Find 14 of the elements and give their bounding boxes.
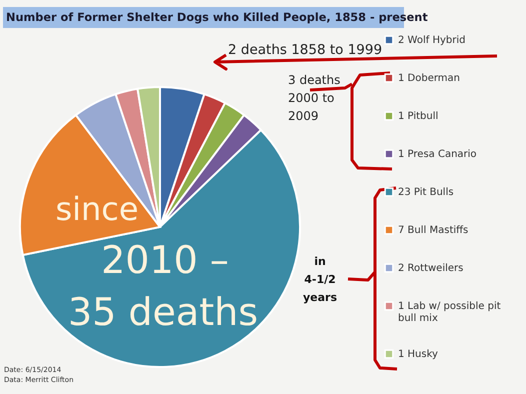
chart-title: Number of Former Shelter Dogs who Killed People, 1858 - present [6, 11, 428, 24]
legend-label: 1 Presa Canario [398, 149, 477, 160]
text: 2 deaths 1858 to 1999 [228, 42, 382, 58]
legend-label: 2 Rottweilers [398, 263, 464, 274]
legend-label: 1 Lab w/ possible pit bull mix [398, 301, 501, 324]
legend-label: 1 Husky [398, 349, 438, 360]
legend-label: 1 Pitbull [398, 111, 438, 122]
legend-label: 2 Wolf Hybrid [398, 35, 466, 46]
legend-label: 1 Doberman [398, 73, 460, 84]
legend-label: 7 Bull Mastiffs [398, 225, 468, 236]
text: in 4-1/2 years [302, 255, 338, 304]
text: 3 deaths 2000 to 2009 [288, 73, 340, 123]
legend-label: 23 Pit Bulls [398, 187, 454, 198]
text: since 2010 – 35 deaths [55, 190, 258, 334]
